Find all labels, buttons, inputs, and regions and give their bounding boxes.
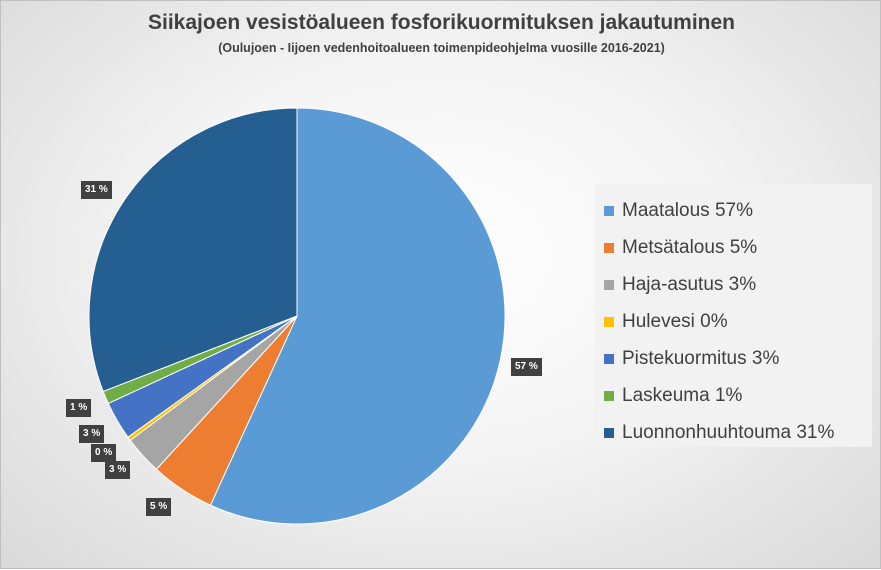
legend-swatch	[604, 427, 614, 438]
legend-label: Pistekuormitus 3%	[622, 347, 780, 369]
legend-label: Luonnonhuuhtouma 31%	[622, 421, 835, 443]
legend-label: Maatalous 57%	[622, 199, 753, 221]
data-label-0: 57 %	[511, 358, 542, 376]
legend-item-luonnonhuuhtouma: Luonnonhuuhtouma 31%	[594, 414, 872, 451]
legend-item-haja-asutus: Haja-asutus 3%	[594, 266, 872, 303]
legend-label: Laskeuma 1%	[622, 384, 743, 406]
pie-slice-6	[88, 107, 298, 393]
legend-label: Hulevesi 0%	[622, 310, 728, 332]
legend-item-hulevesi: Hulevesi 0%	[594, 303, 872, 340]
chart-title: Siikajoen vesistöalueen fosforikuormituk…	[148, 11, 735, 34]
legend-swatch	[604, 353, 614, 364]
legend-swatch	[604, 316, 614, 327]
legend-swatch	[604, 242, 614, 253]
legend-swatch	[604, 205, 614, 216]
legend-item-pistekuormitus: Pistekuormitus 3%	[594, 340, 872, 377]
data-label-5: 1 %	[66, 399, 92, 417]
legend-item-laskeuma: Laskeuma 1%	[594, 377, 872, 414]
legend-swatch	[604, 390, 614, 401]
data-label-6: 31 %	[81, 181, 112, 199]
data-label-1: 5 %	[146, 498, 172, 516]
chart-subtitle: (Oulujoen - Iijoen vedenhoitoalueen toim…	[218, 41, 665, 55]
data-label-2: 3 %	[105, 461, 131, 479]
legend-item-metsatalous: Metsätalous 5%	[594, 229, 872, 266]
legend-item-maatalous: Maatalous 57%	[594, 192, 872, 229]
legend-label: Metsätalous 5%	[622, 236, 758, 258]
data-label-4: 3 %	[79, 425, 105, 443]
legend-swatch	[604, 279, 614, 290]
legend: Maatalous 57% Metsätalous 5% Haja-asutus…	[594, 184, 872, 447]
pie-slice-0	[209, 107, 506, 525]
legend-label: Haja-asutus 3%	[622, 273, 757, 295]
data-label-3: 0 %	[91, 444, 117, 462]
